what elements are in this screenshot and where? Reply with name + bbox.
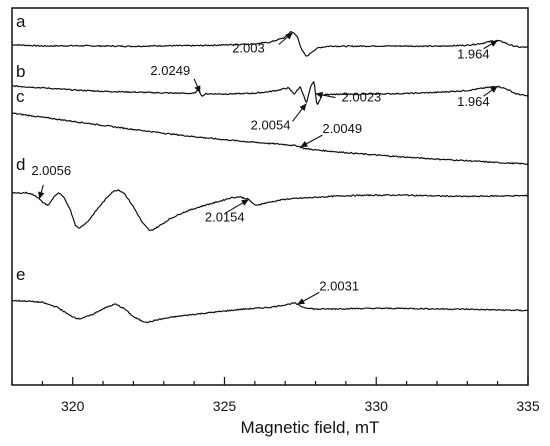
annotation-4: 2.0054 — [251, 103, 307, 132]
annotation-9: 2.0154 — [205, 198, 250, 224]
annotation-arrow-head — [490, 86, 498, 93]
annotation-arrow-head — [194, 85, 201, 93]
annotation-label: 2.003 — [232, 41, 265, 56]
x-tick-label-335: 335 — [516, 398, 540, 414]
x-axis-label: Magnetic field, mT — [241, 418, 380, 437]
annotation-3: 2.0249 — [150, 63, 201, 94]
annotation-label: 2.0049 — [322, 121, 362, 136]
trace-d — [11, 189, 529, 232]
series-label-a: a — [16, 12, 26, 31]
annotation-label: 1.964 — [457, 47, 490, 62]
annotation-label: 2.0023 — [342, 90, 382, 105]
g-value-annotations: 2.003 1.964 2.0249 2.0054 2.0023 1.964 2.0049 2… — [31, 32, 498, 305]
annotation-arrow-head — [300, 140, 309, 148]
annotation-1: 2.003 — [232, 32, 294, 56]
annotation-label: 2.0031 — [319, 278, 359, 293]
x-tick-label-325: 325 — [213, 398, 237, 414]
annotation-arrow-head — [38, 191, 45, 200]
annotation-6: 1.964 — [457, 85, 498, 109]
spectrum-traces — [11, 30, 529, 324]
x-tick-label-330: 330 — [365, 398, 389, 414]
annotation-label: 2.0154 — [205, 209, 245, 224]
annotation-arrow-head — [285, 32, 293, 40]
annotation-arrow-head — [299, 103, 307, 111]
series-label-e: e — [16, 265, 25, 284]
series-labels: a bc d e — [16, 12, 26, 284]
annotation-arrow-head — [241, 199, 249, 206]
annotation-label: 2.0249 — [150, 63, 190, 78]
annotation-arrow-head — [297, 298, 305, 305]
series-label-c: c — [16, 87, 25, 106]
annotation-10: 2.0031 — [297, 278, 359, 305]
x-tick-label-320: 320 — [61, 398, 85, 414]
annotation-label: 2.0056 — [31, 163, 71, 178]
annotation-5: 2.0023 — [315, 90, 382, 105]
annotation-arrow-head — [315, 91, 324, 99]
annotation-label: 1.964 — [457, 94, 490, 109]
annotation-arrow-head — [489, 40, 498, 47]
trace-e — [11, 299, 529, 324]
series-label-b: b — [16, 62, 25, 81]
annotation-label: 2.0054 — [251, 117, 291, 132]
trace-a — [11, 30, 529, 57]
annotation-7: 2.0049 — [300, 121, 362, 148]
annotation-8: 2.0056 — [31, 163, 71, 200]
trace-b — [11, 80, 529, 105]
series-label-d: d — [16, 155, 25, 174]
annotation-2: 1.964 — [457, 40, 498, 62]
plot-frame — [11, 7, 529, 386]
trace-c — [11, 112, 529, 166]
x-axis: 320 325 330 335 — [11, 377, 540, 414]
